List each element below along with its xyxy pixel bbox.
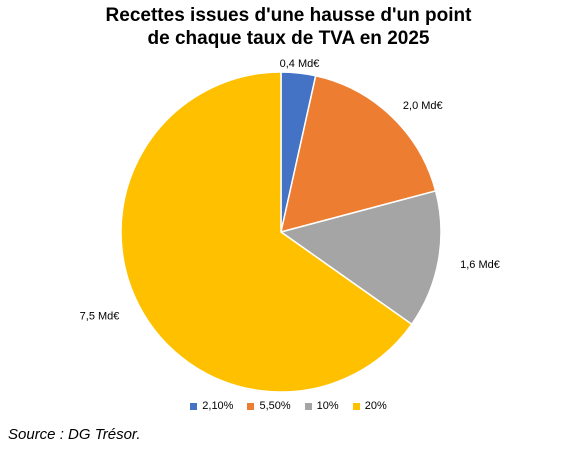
data-label-2-10: 0,4 Md€ (280, 58, 320, 70)
pie-slice-10 (279, 190, 442, 326)
data-label-20: 7,5 Md€ (80, 311, 120, 323)
chart-legend: 2,10% 5,50% 10% 20% (0, 398, 577, 414)
legend-swatch (247, 402, 255, 410)
legend-swatch (304, 402, 312, 410)
chart-title-line-1: Recettes issues d'une hausse d'un point (105, 5, 472, 26)
chart-title-line-2: de chaque taux de TVA en 2025 (147, 28, 430, 49)
legend-swatch (352, 402, 360, 410)
pie-slice-5-50 (280, 74, 437, 234)
legend-swatch (190, 402, 198, 410)
legend-label: 2,10% (202, 400, 234, 412)
chart-title: Recettes issues d'une hausse d'un point … (0, 4, 577, 50)
legend-item-10: 10% (304, 398, 339, 414)
legend-label: 20% (364, 400, 387, 412)
source-note: Source : DG Trésor. (8, 426, 141, 443)
data-label-5-50: 2,0 Md€ (403, 100, 443, 112)
legend-item-2-10: 2,10% (190, 398, 233, 414)
data-label-10: 1,6 Md€ (460, 259, 500, 271)
legend-label: 10% (316, 400, 339, 412)
legend-label: 5,50% (259, 400, 291, 412)
legend-item-20: 20% (352, 398, 387, 414)
legend-item-5-50: 5,50% (247, 398, 291, 414)
pie-slice-20 (120, 71, 413, 393)
